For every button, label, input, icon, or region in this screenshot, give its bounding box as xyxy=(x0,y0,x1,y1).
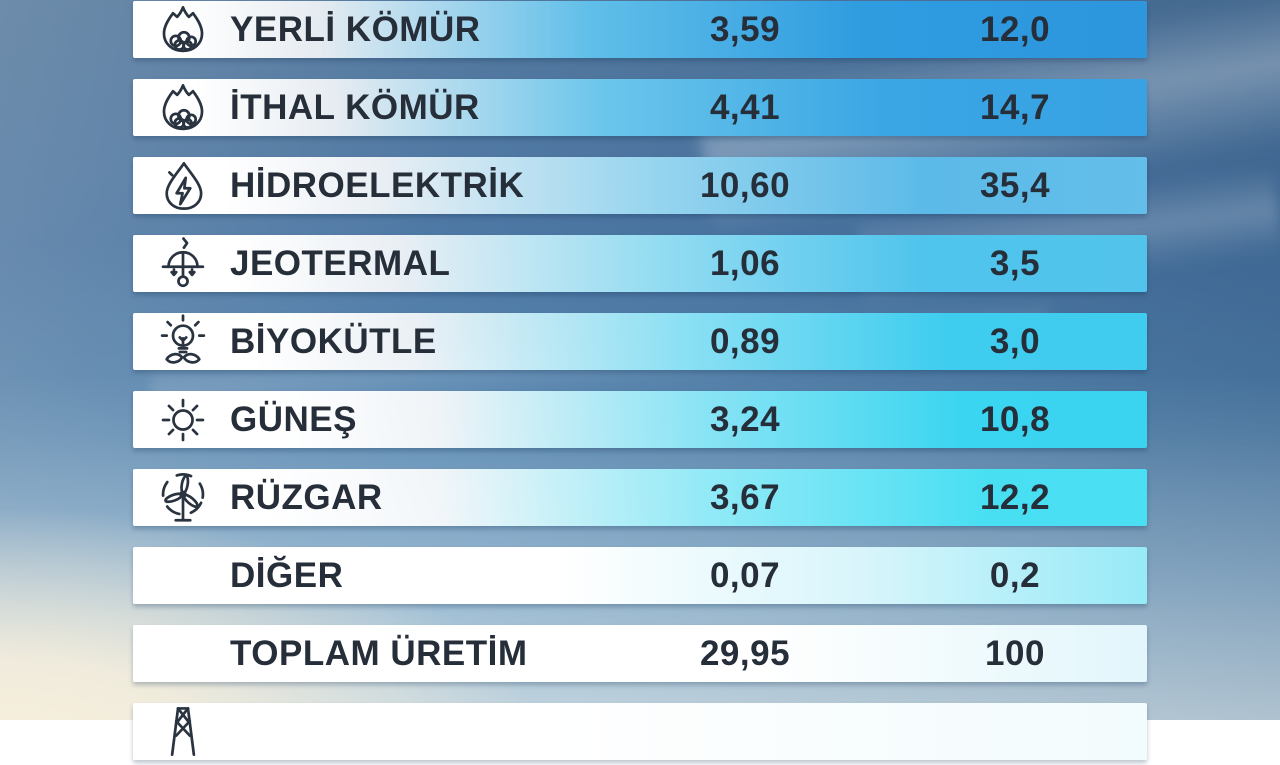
table-row xyxy=(133,703,1147,760)
sun-icon xyxy=(154,387,212,453)
row-icon xyxy=(154,543,212,609)
coal-flame-icon xyxy=(154,75,212,141)
row-label: YERLİ KÖMÜR xyxy=(230,9,481,49)
row-label: RÜZGAR xyxy=(230,477,383,517)
row-label: JEOTERMAL xyxy=(230,243,451,283)
table-row: GÜNEŞ 3,24 10,8 xyxy=(133,391,1147,448)
row-value-percent: 10,8 xyxy=(979,399,1051,439)
row-value-percent: 0,2 xyxy=(989,555,1041,595)
hydro-drop-icon xyxy=(154,153,212,219)
row-value-primary: 1,06 xyxy=(709,243,781,283)
wind-turbine-icon xyxy=(154,465,212,531)
table-row: YERLİ KÖMÜR 3,59 12,0 xyxy=(133,1,1147,58)
row-value-primary: 3,24 xyxy=(709,399,781,439)
row-value-primary: 10,60 xyxy=(699,165,791,205)
row-value-primary: 29,95 xyxy=(699,633,791,673)
row-value-primary: 3,67 xyxy=(709,477,781,517)
row-value-primary: 4,41 xyxy=(709,87,781,127)
table-row: JEOTERMAL 1,06 3,5 xyxy=(133,235,1147,292)
row-label: TOPLAM ÜRETİM xyxy=(230,633,528,673)
energy-table: YERLİ KÖMÜR 3,59 12,0 İTHAL KÖMÜR 4,41 1… xyxy=(133,1,1147,760)
row-value-percent: 100 xyxy=(985,633,1045,673)
row-value-primary: 0,07 xyxy=(709,555,781,595)
row-value-percent: 3,5 xyxy=(989,243,1041,283)
biomass-bulb-icon xyxy=(154,309,212,375)
row-value-primary: 3,59 xyxy=(709,9,781,49)
row-label: DİĞER xyxy=(230,555,344,595)
row-label: İTHAL KÖMÜR xyxy=(230,87,480,127)
row-value-percent: 12,2 xyxy=(979,477,1051,517)
table-row: DİĞER 0,07 0,2 xyxy=(133,547,1147,604)
row-value-percent: 3,0 xyxy=(989,321,1041,361)
table-row: BİYOKÜTLE 0,89 3,0 xyxy=(133,313,1147,370)
table-row: İTHAL KÖMÜR 4,41 14,7 xyxy=(133,79,1147,136)
coal-flame-icon xyxy=(154,0,212,63)
table-row: RÜZGAR 3,67 12,2 xyxy=(133,469,1147,526)
row-label: GÜNEŞ xyxy=(230,399,357,439)
row-value-percent: 35,4 xyxy=(979,165,1051,205)
table-row: HİDROELEKTRİK 10,60 35,4 xyxy=(133,157,1147,214)
row-label: BİYOKÜTLE xyxy=(230,321,437,361)
row-value-percent: 12,0 xyxy=(979,9,1051,49)
row-value-primary: 0,89 xyxy=(709,321,781,361)
row-label: HİDROELEKTRİK xyxy=(230,165,525,205)
row-icon xyxy=(154,621,212,687)
pylon-icon xyxy=(154,699,212,765)
row-value-percent: 14,7 xyxy=(979,87,1051,127)
geothermal-icon xyxy=(154,231,212,297)
table-row: TOPLAM ÜRETİM 29,95 100 xyxy=(133,625,1147,682)
